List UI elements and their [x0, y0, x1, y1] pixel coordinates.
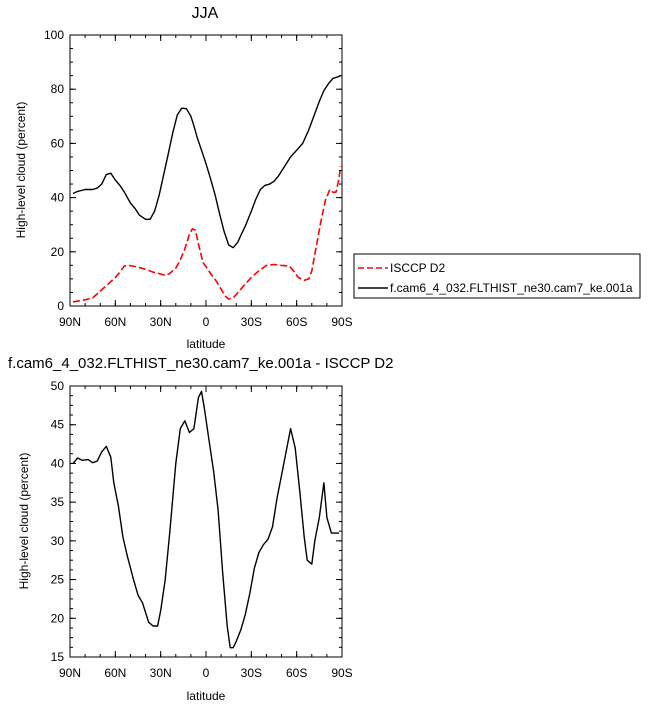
- top-y-tick-label: 60: [51, 136, 65, 150]
- panel-bottom: f.cam6_4_032.FLTHIST_ne30.cam7_ke.001a -…: [8, 355, 393, 703]
- bottom-chart-title: f.cam6_4_032.FLTHIST_ne30.cam7_ke.001a -…: [8, 355, 393, 372]
- legend: ISCCP D2 f.cam6_4_032.FLTHIST_ne30.cam7_…: [353, 253, 641, 299]
- bottom-x-tick-label: 90S: [331, 666, 352, 680]
- bottom-x-tick-label: 0: [203, 666, 210, 680]
- bottom-y-tick-label: 25: [51, 573, 65, 587]
- bottom-axis-layer: 90N 60N 30N 0 30S 60S 90S 15 20 25 30 35 40 45 50: [51, 379, 353, 680]
- legend-label-isccp: ISCCP D2: [390, 261, 445, 275]
- top-series-line-1: [72, 75, 341, 249]
- top-y-tick-label: 80: [51, 82, 65, 96]
- top-y-axis-label: High-level cloud (percent): [14, 102, 28, 239]
- bottom-y-tick-label: 45: [51, 418, 65, 432]
- bottom-y-axis-label: High-level cloud (percent): [17, 453, 31, 590]
- top-y-tick-label: 20: [51, 245, 65, 259]
- bottom-series-layer: [72, 390, 339, 649]
- top-y-tick-label: 40: [51, 191, 65, 205]
- top-x-axis-label: latitude: [187, 337, 226, 351]
- bottom-plot-frame: [69, 385, 343, 658]
- top-x-tick-label: 90S: [331, 315, 352, 329]
- top-axis-layer: 90N 60N 30N 0 30S 60S 90S 0 20 40 60 80 100: [44, 28, 353, 329]
- bottom-x-tick-label: 30S: [241, 666, 262, 680]
- top-x-tick-label: 90N: [59, 315, 81, 329]
- bottom-y-tick-label: 20: [51, 611, 65, 625]
- legend-label-model: f.cam6_4_032.FLTHIST_ne30.cam7_ke.001a: [390, 281, 633, 295]
- top-x-tick-label: 60N: [104, 315, 126, 329]
- bottom-y-tick-label: 30: [51, 534, 65, 548]
- bottom-x-tick-label: 60S: [286, 666, 307, 680]
- panel-top: JJA 90N 60N 30N 0 30S 60S 90S 0 20 40 60 80 100 lati…: [14, 5, 353, 351]
- legend-box: [353, 253, 641, 299]
- bottom-x-tick-label: 60N: [104, 666, 126, 680]
- bottom-x-tick-label: 30N: [150, 666, 172, 680]
- bottom-y-tick-label: 50: [51, 379, 65, 393]
- top-plot-frame: [69, 34, 343, 307]
- top-y-tick-label: 0: [57, 299, 64, 313]
- top-x-tick-label: 30N: [150, 315, 172, 329]
- top-x-tick-label: 0: [203, 315, 210, 329]
- top-series-line-0: [72, 166, 342, 303]
- bottom-series-line-0: [72, 390, 339, 649]
- top-chart-title: JJA: [192, 5, 219, 22]
- bottom-y-tick-label: 15: [51, 650, 65, 664]
- bottom-x-tick-label: 90N: [59, 666, 81, 680]
- top-series-layer: [72, 75, 342, 303]
- top-x-tick-label: 30S: [241, 315, 262, 329]
- top-y-tick-label: 100: [44, 28, 64, 42]
- bottom-y-tick-label: 35: [51, 495, 65, 509]
- bottom-x-axis-label: latitude: [187, 689, 226, 703]
- top-x-tick-label: 60S: [286, 315, 307, 329]
- bottom-y-tick-label: 40: [51, 456, 65, 470]
